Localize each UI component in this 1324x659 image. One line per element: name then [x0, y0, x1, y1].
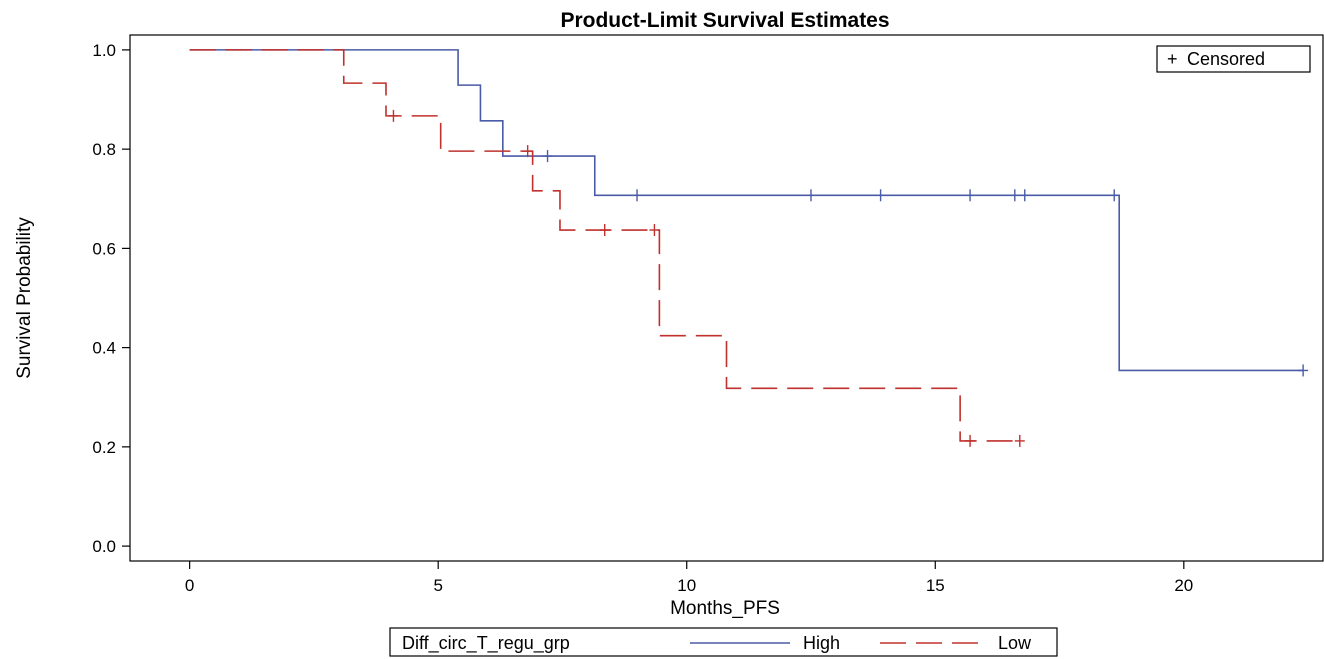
censor-mark-low [965, 434, 976, 447]
legend-label-high: High [803, 633, 840, 653]
y-tick-label: 1.0 [92, 41, 116, 60]
y-tick-label: 0.4 [92, 339, 116, 358]
group-legend: Diff_circ_T_regu_grp High Low [389, 627, 1058, 657]
chart-title: Product-Limit Survival Estimates [560, 9, 889, 32]
censored-legend-label: Censored [1187, 49, 1265, 69]
censored-legend-symbol: + [1167, 49, 1178, 69]
legend-label-low: Low [998, 633, 1032, 653]
censor-mark-high [965, 189, 976, 202]
censor-mark-high [632, 189, 643, 202]
censored-legend: + Censored [1156, 45, 1311, 73]
series-line-high [189, 49, 1304, 372]
plot-frame [129, 34, 1324, 562]
y-tick-label: 0.8 [92, 140, 116, 159]
x-tick-label: 0 [185, 576, 194, 595]
group-legend-title: Diff_circ_T_regu_grp [402, 633, 570, 654]
censor-mark-low [649, 224, 660, 237]
y-tick-label: 0.2 [92, 438, 116, 457]
x-axis-label: Months_PFS [670, 598, 780, 619]
y-tick-label: 0.0 [92, 537, 116, 556]
x-tick-label: 5 [433, 576, 442, 595]
censor-mark-high [875, 189, 886, 202]
x-axis: 0 5 10 15 20 [185, 561, 1193, 595]
censor-mark-high [1109, 189, 1120, 202]
censor-mark-low [388, 109, 399, 122]
group-legend-box [389, 627, 1058, 657]
censor-mark-high [1298, 364, 1309, 377]
censor-mark-high [806, 189, 817, 202]
series-layer [189, 49, 1309, 447]
series-line-low [189, 49, 1020, 442]
censor-mark-low [1014, 434, 1025, 447]
x-tick-label: 10 [677, 576, 696, 595]
y-axis: 0.0 0.2 0.4 0.6 0.8 1.0 [92, 41, 130, 556]
y-axis-label: Survival Probability [14, 217, 35, 379]
censored-legend-box [1156, 45, 1311, 73]
censor-mark-low [522, 145, 533, 158]
censor-mark-high [542, 150, 553, 163]
censor-mark-low [599, 224, 610, 237]
censor-mark-high [1019, 189, 1030, 202]
x-tick-label: 20 [1174, 576, 1193, 595]
censor-mark-high [1009, 189, 1020, 202]
y-tick-label: 0.6 [92, 239, 116, 258]
x-tick-label: 15 [926, 576, 945, 595]
